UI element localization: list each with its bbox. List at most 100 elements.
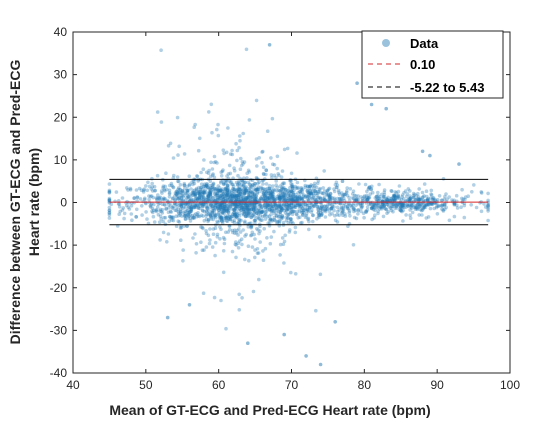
data-point: [346, 202, 351, 206]
data-point: [225, 183, 230, 188]
data-point: [154, 208, 159, 212]
data-point: [240, 179, 245, 183]
data-point: [193, 194, 197, 198]
data-point: [332, 205, 336, 209]
data-point: [235, 216, 239, 220]
data-point: [232, 212, 237, 217]
data-point: [200, 190, 205, 194]
data-point: [413, 207, 418, 211]
data-point: [201, 184, 206, 189]
data-point: [178, 198, 182, 203]
data-point: [208, 197, 213, 201]
data-point: [162, 197, 166, 202]
data-point: [134, 214, 138, 219]
data-point: [211, 172, 215, 176]
data-point: [305, 207, 309, 212]
data-point: [176, 219, 180, 223]
data-point: [395, 196, 399, 200]
data-point: [186, 195, 191, 199]
data-point: [329, 206, 333, 211]
data-point: [279, 175, 284, 179]
data-point: [183, 214, 187, 218]
data-point: [216, 188, 221, 192]
data-point: [207, 197, 211, 201]
data-point: [147, 197, 151, 202]
data-point: [189, 208, 193, 213]
data-point: [199, 170, 203, 175]
data-point: [217, 204, 221, 209]
data-point: [184, 214, 189, 218]
data-point: [312, 193, 316, 198]
data-point: [290, 186, 295, 191]
data-point: [345, 186, 350, 190]
data-point: [233, 207, 237, 211]
data-point: [225, 195, 230, 200]
data-point: [145, 217, 149, 221]
data-point: [306, 209, 311, 214]
x-tick-label: 100: [500, 378, 520, 392]
data-point: [277, 204, 281, 209]
data-point: [202, 191, 207, 195]
data-point: [214, 186, 219, 191]
data-point: [176, 153, 180, 157]
data-point: [364, 210, 368, 214]
data-point: [201, 194, 205, 198]
data-point: [206, 193, 211, 198]
data-point: [255, 191, 260, 196]
data-point: [386, 209, 391, 214]
data-point: [347, 209, 352, 213]
data-point: [218, 207, 223, 211]
data-point: [264, 182, 269, 186]
data-point: [162, 215, 166, 220]
data-point: [435, 198, 440, 202]
data-point: [175, 115, 180, 120]
data-point: [238, 192, 243, 196]
data-point: [254, 157, 259, 161]
data-point: [186, 216, 191, 220]
data-point: [230, 187, 235, 191]
data-point: [208, 194, 213, 199]
data-point: [300, 220, 304, 225]
data-point: [163, 215, 168, 220]
data-point: [278, 184, 282, 188]
data-point: [406, 202, 410, 207]
data-point: [252, 232, 256, 237]
data-point: [316, 214, 321, 218]
data-point: [218, 202, 223, 206]
data-point: [217, 188, 222, 192]
data-point: [396, 193, 401, 197]
data-point: [285, 207, 290, 212]
data-point: [270, 219, 274, 223]
data-point: [268, 217, 273, 221]
data-point: [293, 195, 298, 199]
data-point: [254, 211, 259, 215]
data-point: [247, 207, 251, 212]
data-point: [239, 192, 243, 196]
data-point: [297, 209, 302, 214]
data-point: [171, 196, 175, 200]
data-point: [354, 197, 358, 201]
data-point: [278, 197, 283, 201]
data-point: [213, 211, 217, 216]
data-point: [394, 204, 399, 208]
data-point: [251, 212, 256, 216]
data-point: [359, 206, 364, 210]
data-point: [334, 185, 339, 190]
data-point: [327, 196, 332, 201]
data-point: [258, 229, 262, 233]
data-point: [256, 228, 260, 232]
data-point: [286, 216, 290, 220]
data-point: [242, 207, 246, 211]
data-point: [287, 198, 291, 202]
data-point: [262, 214, 267, 218]
data-point: [149, 203, 153, 207]
data-point: [370, 206, 374, 210]
data-point: [461, 197, 466, 201]
data-point: [233, 194, 237, 199]
data-point: [365, 189, 369, 194]
data-point: [220, 203, 225, 208]
data-point: [417, 197, 421, 201]
data-point: [325, 203, 330, 208]
data-point: [224, 193, 229, 198]
data-point: [201, 190, 206, 195]
